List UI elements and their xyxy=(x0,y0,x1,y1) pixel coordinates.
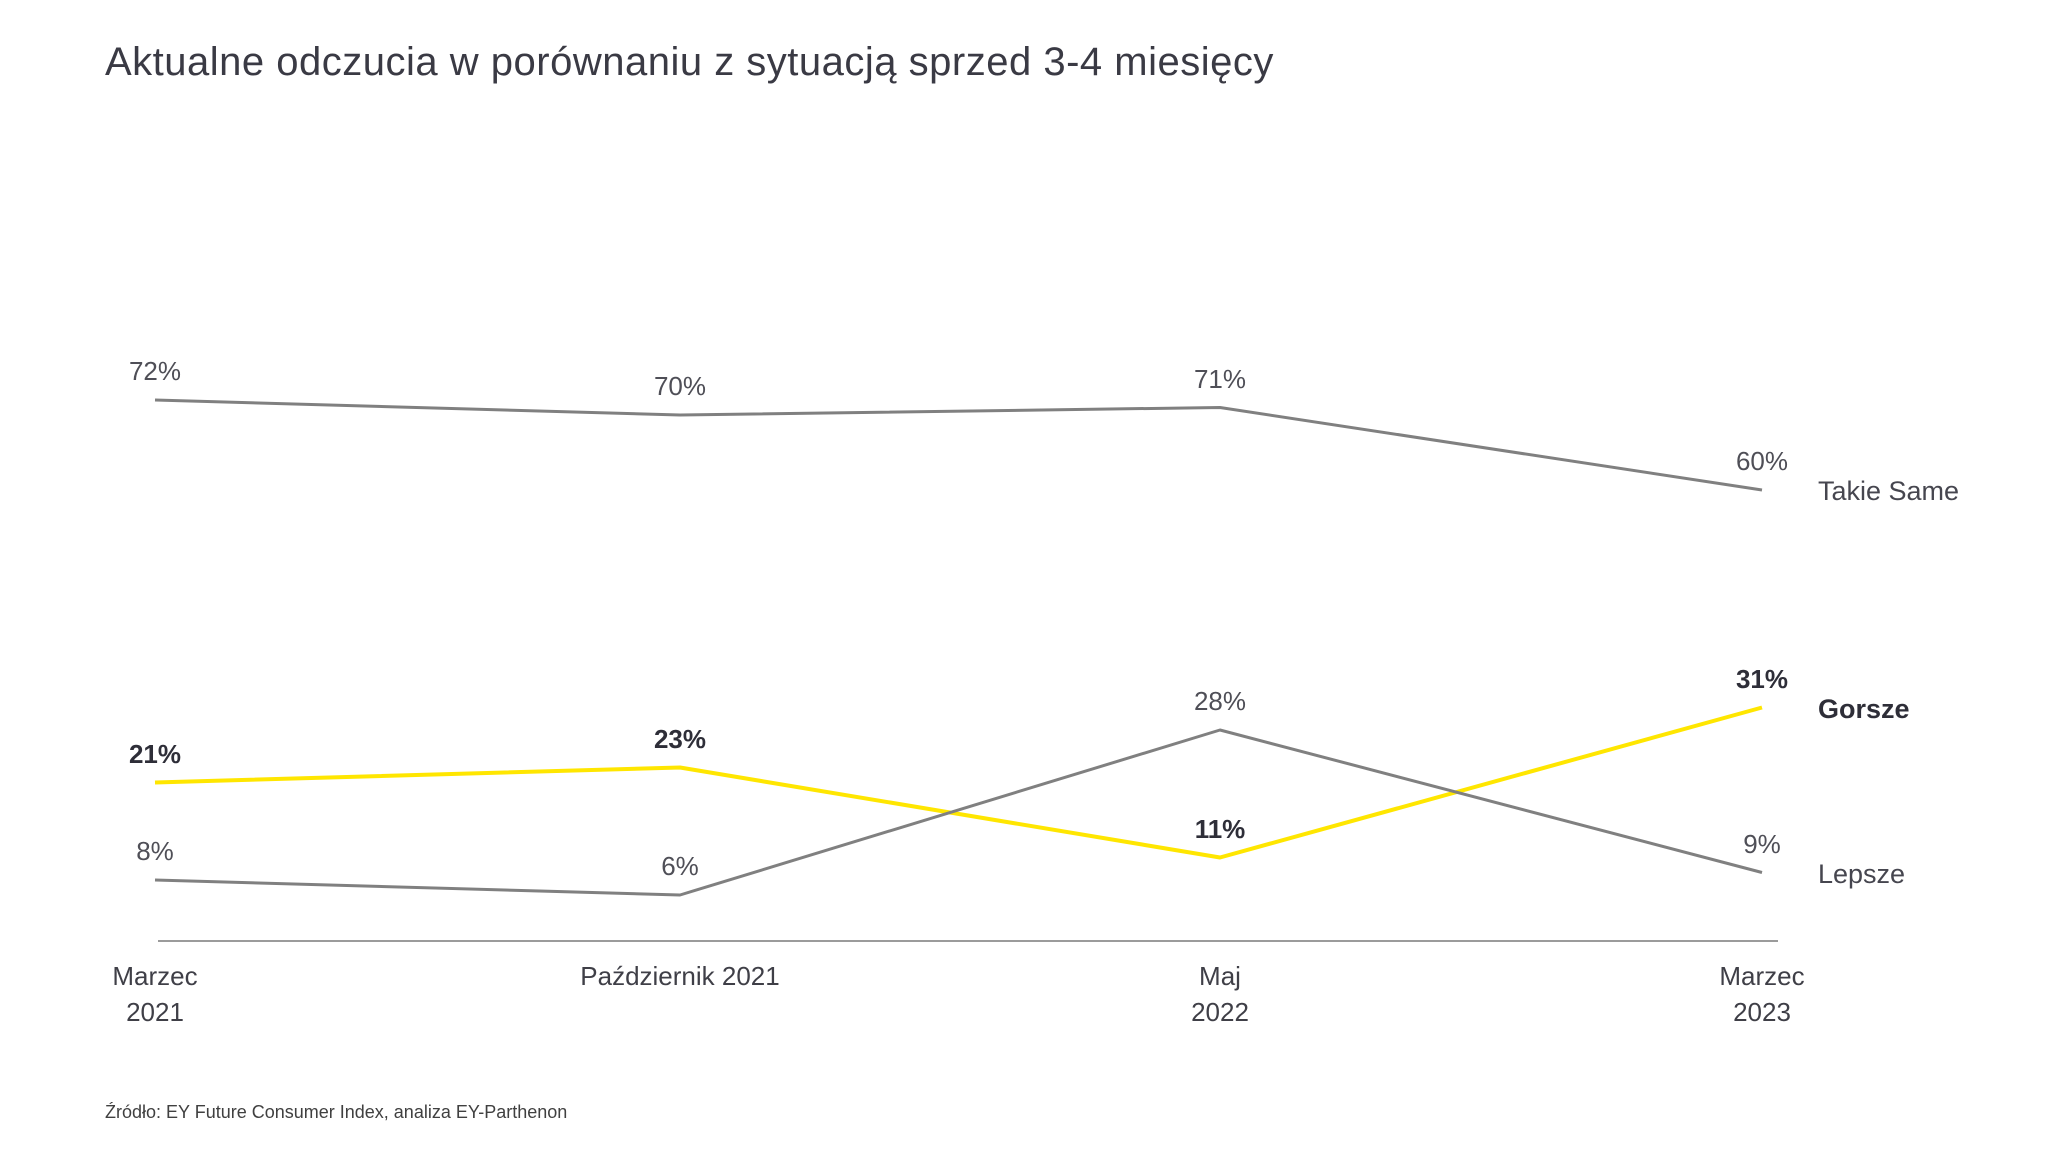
page-title: Aktualne odczucia w porównaniu z sytuacj… xyxy=(105,40,1274,84)
x-axis-label-2: Maj 2022 xyxy=(1191,961,1249,1027)
series-label-gorsze: Gorsze xyxy=(1818,693,1910,724)
x-axis-label-0: Marzec 2021 xyxy=(112,961,198,1027)
series-line-lepsze xyxy=(154,728,1763,897)
x-axis-label-1: Październik 2021 xyxy=(580,961,780,991)
series-label-takie-same: Takie Same xyxy=(1818,476,1960,506)
series-line-takie-same xyxy=(154,398,1763,492)
x-axis-label-3: Marzec 2023 xyxy=(1719,961,1805,1027)
series-label-lepsze: Lepsze xyxy=(1818,858,1906,889)
source-note: Źródło: EY Future Consumer Index, analiz… xyxy=(105,1102,568,1122)
series-line-gorsze xyxy=(154,705,1763,860)
